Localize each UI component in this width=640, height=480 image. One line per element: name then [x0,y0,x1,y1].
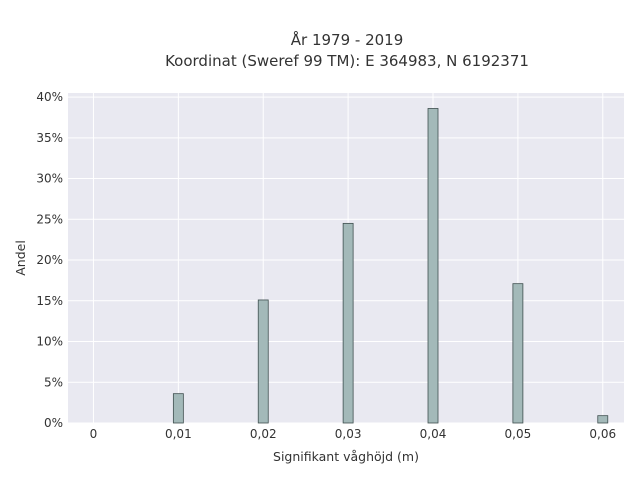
x-axis-ticks: 0 0,01 0,02 0,03 0,04 0,05 0,06 [90,427,616,441]
bar [512,283,524,424]
x-tick-label: 0,06 [589,427,616,441]
x-axis-label: Signifikant våghöjd (m) [273,449,419,464]
bar [427,108,439,424]
x-tick-label: 0,02 [250,427,277,441]
y-axis-label: Andel [13,240,28,276]
x-tick-label: 0,05 [505,427,532,441]
bar [172,393,184,424]
y-axis-ticks: 0% 5% 10% 15% 20% 25% 30% 35% 40% [36,90,63,430]
bar [342,222,354,424]
y-tick-label: 15% [36,294,63,308]
y-tick-label: 35% [36,131,63,145]
chart-title: År 1979 - 2019 [291,30,404,49]
x-tick-label: 0,01 [165,427,192,441]
chart-subtitle: Koordinat (Sweref 99 TM): E 364983, N 61… [165,52,529,70]
y-tick-label: 25% [36,212,63,226]
y-tick-label: 20% [36,253,63,267]
y-tick-label: 0% [44,416,63,430]
x-tick-label: 0 [90,427,98,441]
y-tick-label: 40% [36,90,63,104]
x-tick-label: 0,04 [420,427,447,441]
x-tick-label: 0,03 [335,427,362,441]
bars [172,108,609,424]
bar [597,415,609,424]
y-tick-label: 30% [36,172,63,186]
y-tick-label: 10% [36,335,63,349]
bar [257,299,269,424]
y-tick-label: 5% [44,375,63,389]
